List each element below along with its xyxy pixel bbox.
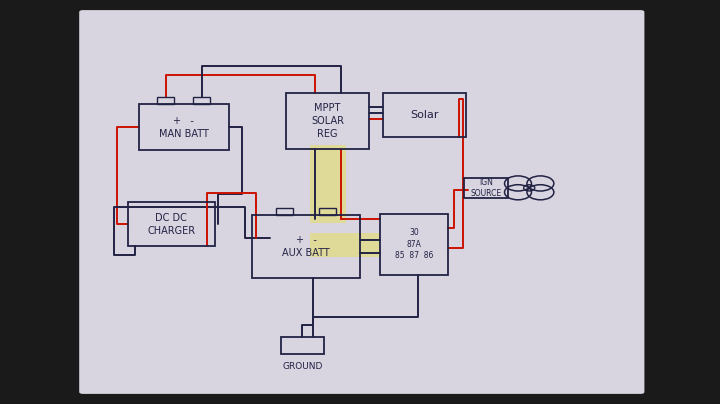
Bar [157, 97, 174, 104]
Bar [319, 208, 336, 215]
Text: IGN
SOURCE: IGN SOURCE [470, 178, 502, 198]
Text: Solar: Solar [410, 110, 439, 120]
Text: +   -
MAN BATT: + - MAN BATT [158, 116, 209, 139]
Bar [464, 178, 508, 198]
Bar [128, 202, 215, 246]
Bar [287, 93, 369, 149]
Text: DC DC
CHARGER: DC DC CHARGER [148, 213, 195, 236]
Text: MPPT
SOLAR
REG: MPPT SOLAR REG [311, 103, 344, 139]
Bar [281, 337, 324, 354]
Text: 30
87A
85  87  86: 30 87A 85 87 86 [395, 229, 433, 260]
FancyBboxPatch shape [79, 10, 644, 394]
Bar [380, 214, 448, 275]
Bar [252, 215, 360, 278]
Bar [310, 233, 380, 257]
Text: +   -
AUX BATT: + - AUX BATT [282, 235, 330, 258]
Bar [138, 104, 229, 150]
Bar [310, 145, 346, 223]
Text: GROUND: GROUND [282, 362, 323, 371]
Bar [193, 97, 210, 104]
Bar [383, 93, 467, 137]
Bar [276, 208, 293, 215]
